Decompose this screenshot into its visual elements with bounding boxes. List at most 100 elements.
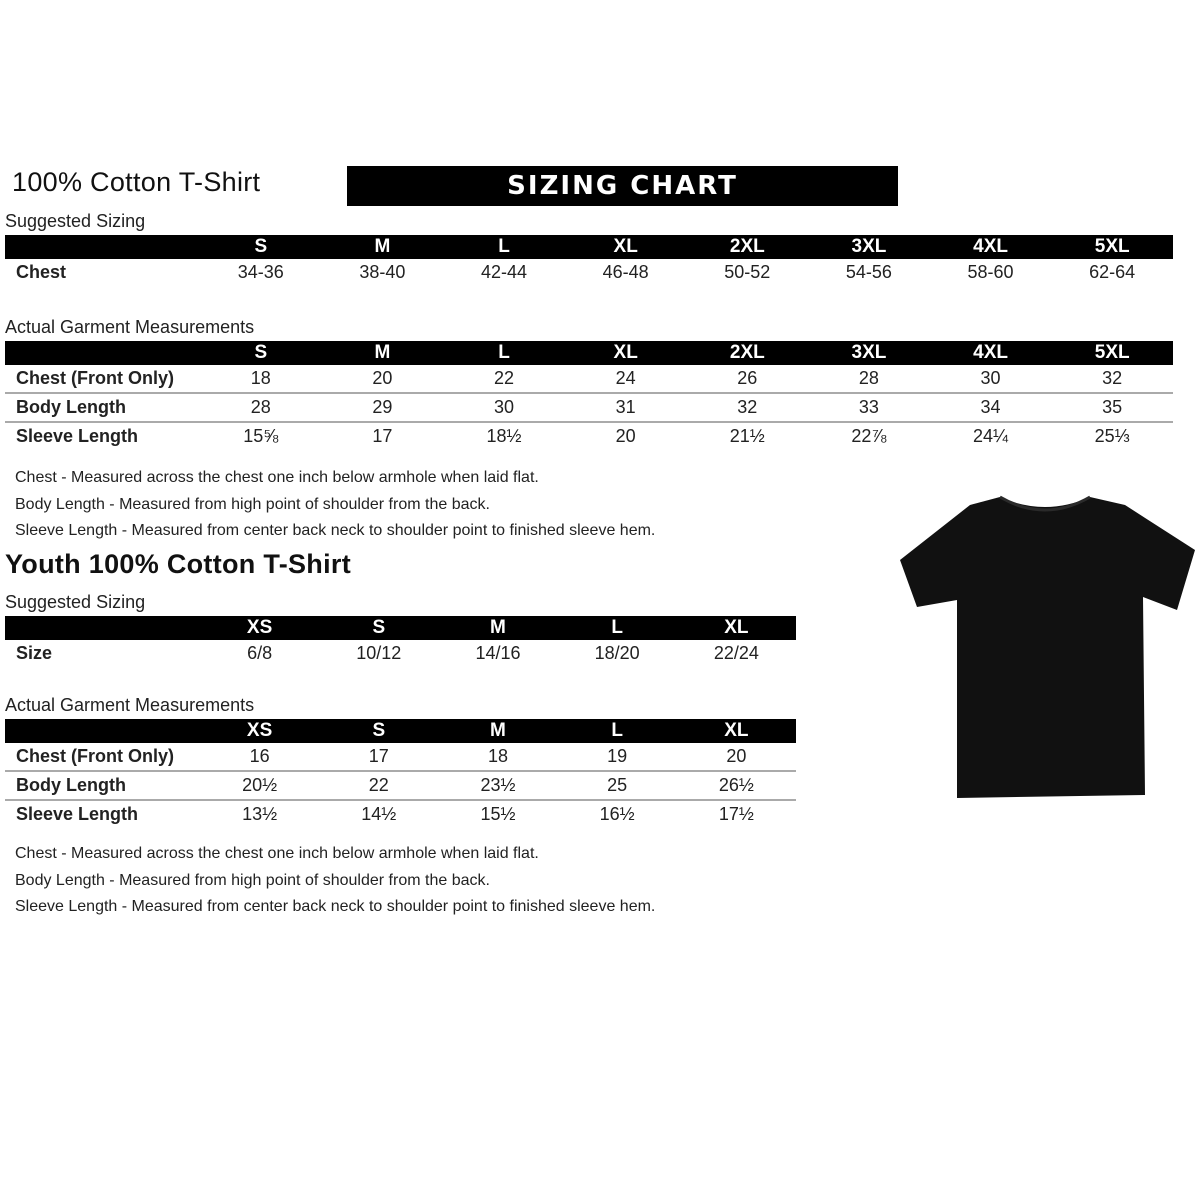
- size-header: 2XL: [686, 341, 809, 365]
- table-row: Size 6/8 10/12 14/16 18/20 22/24: [5, 640, 796, 667]
- row-label: Chest (Front Only): [5, 365, 200, 394]
- table-row: Sleeve Length 15⅝ 17 18½ 20 21½ 22⅞ 24¼ 25⅓: [5, 422, 1173, 450]
- measurement-cell: 22/24: [713, 643, 759, 663]
- size-header: L: [557, 719, 677, 743]
- measurement-cell: 28: [808, 365, 930, 394]
- measurement-cell: 32: [686, 393, 809, 423]
- measurement-cell: 33: [808, 393, 930, 423]
- size-header: XS: [200, 719, 320, 743]
- header-blank: [5, 719, 200, 743]
- measurement-cell: 17½: [718, 804, 754, 824]
- size-header-row: XS S M L XL: [5, 616, 796, 640]
- size-header: XL: [564, 235, 687, 259]
- table-row: Sleeve Length 13½ 14½ 15½ 16½ 17½: [5, 800, 796, 828]
- measurement-cell: 46-48: [602, 262, 649, 282]
- measurement-cell: 34-36: [237, 262, 284, 282]
- measurement-cell: 29: [321, 393, 444, 423]
- note-chest: Chest - Measured across the chest one in…: [15, 469, 539, 486]
- measurement-cell: 38-40: [359, 262, 406, 282]
- size-header: 3XL: [808, 235, 930, 259]
- measurement-cell: 50-52: [724, 262, 771, 282]
- adult-suggested-label: Suggested Sizing: [5, 211, 146, 231]
- measurement-cell: 24¼: [973, 426, 1009, 446]
- note-chest: Chest - Measured across the chest one in…: [15, 845, 539, 862]
- measurement-cell: 13½: [242, 804, 278, 824]
- adult-suggested-table: S M L XL 2XL 3XL 4XL 5XL Chest 34-36 38-40 42-44 46-…: [5, 235, 1173, 286]
- measurement-cell: 21½: [729, 426, 765, 446]
- adult-actual-table: S M L XL 2XL 3XL 4XL 5XL Chest (Front Only) 18 20 2…: [5, 341, 1173, 450]
- table-row: Body Length 20½ 22 23½ 25 26½: [5, 771, 796, 801]
- size-header: S: [200, 235, 322, 259]
- measurement-cell: 18½: [486, 426, 522, 446]
- size-header: XL: [564, 341, 687, 365]
- measurement-cell: 34: [929, 393, 1052, 423]
- size-header: XL: [676, 719, 796, 743]
- measurement-cell: 22: [443, 365, 565, 394]
- youth-actual-table: XS S M L XL Chest (Front Only) 16 17 18 19 20 Body …: [5, 719, 796, 828]
- size-header: 3XL: [808, 341, 930, 365]
- size-header-row: XS S M L XL: [5, 719, 796, 743]
- measurement-cell: 20: [676, 743, 796, 772]
- measurement-cell: 35: [1051, 393, 1173, 423]
- measurement-cell: 25⅓: [1094, 426, 1130, 446]
- youth-actual-label: Actual Garment Measurements: [5, 695, 255, 715]
- tshirt-shape: [900, 497, 1195, 798]
- adult-title: 100% Cotton T-Shirt: [12, 167, 261, 197]
- measurement-cell: 26: [686, 365, 809, 394]
- measurement-cell: 31: [564, 393, 687, 423]
- note-body-length: Body Length - Measured from high point o…: [15, 495, 490, 513]
- size-header: S: [319, 719, 439, 743]
- measurement-cell: 42-44: [481, 262, 528, 282]
- size-header: 5XL: [1051, 235, 1173, 259]
- size-header: 2XL: [686, 235, 809, 259]
- table-row: Chest (Front Only) 18 20 22 24 26 28 30 32: [5, 365, 1173, 394]
- size-header: S: [319, 616, 439, 640]
- size-header: M: [321, 235, 444, 259]
- table-row: Chest (Front Only) 16 17 18 19 20: [5, 743, 796, 772]
- size-header-row: S M L XL 2XL 3XL 4XL 5XL: [5, 341, 1173, 365]
- size-header: L: [443, 341, 565, 365]
- measurement-cell: 20: [615, 426, 636, 446]
- size-header: 4XL: [929, 341, 1052, 365]
- measurement-cell: 16: [200, 743, 320, 772]
- row-label: Body Length: [5, 771, 200, 801]
- measurement-cell: 6/8: [247, 643, 273, 663]
- measurement-cell: 14/16: [475, 643, 521, 663]
- youth-notes: Chest - Measured across the chest one in…: [15, 841, 655, 921]
- measurement-cell: 15½: [480, 804, 516, 824]
- measurement-cell: 62-64: [1089, 262, 1136, 282]
- youth-suggested-table: XS S M L XL Size 6/8 10/12 14/16 18/20 22/24: [5, 616, 796, 667]
- size-header: L: [557, 616, 677, 640]
- size-header: L: [443, 235, 565, 259]
- measurement-cell: 19: [557, 743, 677, 772]
- measurement-cell: 22: [319, 771, 439, 801]
- row-label: Chest: [16, 262, 67, 282]
- note-sleeve-length: Sleeve Length - Measured from center bac…: [15, 522, 656, 539]
- youth-title: Youth 100% Cotton T-Shirt: [5, 549, 351, 579]
- row-label: Body Length: [5, 393, 200, 423]
- row-label: Chest (Front Only): [5, 743, 200, 772]
- measurement-cell: 30: [443, 393, 565, 423]
- measurement-cell: 24: [564, 365, 687, 394]
- adult-notes: Chest - Measured across the chest one in…: [15, 465, 655, 545]
- measurement-cell: 22⅞: [851, 426, 887, 446]
- size-header: XS: [200, 616, 320, 640]
- measurement-cell: 32: [1051, 365, 1173, 394]
- measurement-cell: 10/12: [356, 643, 402, 663]
- header-blank: [5, 616, 200, 640]
- measurement-cell: 26½: [676, 771, 796, 801]
- sizing-chart-banner: SIZING CHART: [347, 166, 898, 206]
- measurement-cell: 17: [319, 743, 439, 772]
- measurement-cell: 17: [372, 426, 393, 446]
- size-header-row: S M L XL 2XL 3XL 4XL 5XL: [5, 235, 1173, 259]
- measurement-cell: 16½: [599, 804, 635, 824]
- size-header: 4XL: [929, 235, 1052, 259]
- measurement-cell: 28: [200, 393, 322, 423]
- row-label: Size: [16, 643, 53, 663]
- header-blank: [5, 235, 200, 259]
- row-label: Sleeve Length: [16, 804, 139, 824]
- tshirt-image: [900, 495, 1195, 798]
- measurement-cell: 30: [929, 365, 1052, 394]
- size-header: 5XL: [1051, 341, 1173, 365]
- measurement-cell: 18/20: [594, 643, 640, 663]
